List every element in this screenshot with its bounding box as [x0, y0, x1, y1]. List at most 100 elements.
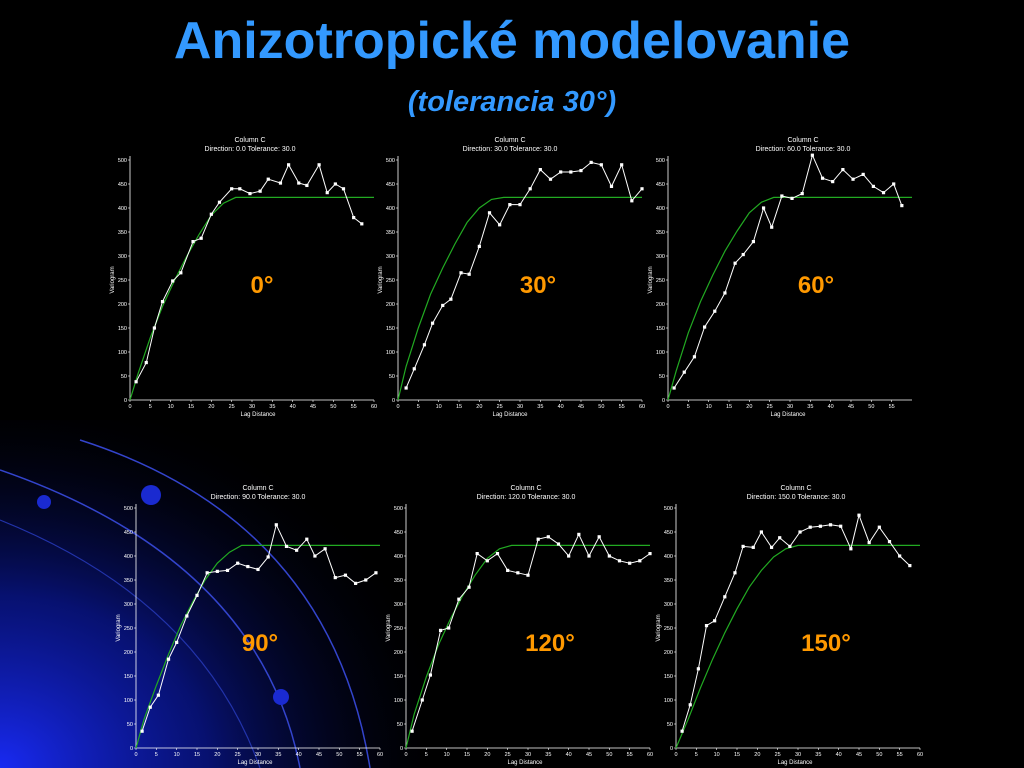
data-point: [148, 705, 152, 709]
data-point: [305, 183, 309, 188]
y-tick-label: 0: [400, 746, 403, 752]
data-point: [908, 564, 912, 568]
data-point: [849, 547, 853, 551]
x-tick-label: 10: [706, 404, 712, 410]
data-point: [266, 555, 270, 559]
data-point: [199, 236, 203, 240]
x-tick-label: 30: [787, 404, 793, 410]
data-point: [467, 585, 471, 589]
x-axis-label: Lag Distance: [237, 760, 273, 766]
data-point: [441, 303, 445, 308]
data-point: [325, 191, 329, 195]
data-point: [284, 544, 289, 548]
data-point: [209, 212, 213, 216]
x-tick-label: 40: [836, 752, 842, 758]
x-tick-label: 10: [444, 752, 450, 758]
data-point: [152, 326, 156, 330]
data-point: [867, 540, 871, 545]
y-tick-label: 450: [394, 530, 403, 536]
data-point: [236, 561, 240, 565]
data-point: [759, 530, 763, 534]
x-tick-label: 15: [726, 404, 732, 410]
data-point: [506, 568, 510, 572]
y-tick-label: 400: [386, 206, 395, 212]
data-point: [447, 626, 451, 630]
data-point: [428, 673, 432, 677]
data-point: [808, 525, 812, 529]
data-point: [877, 525, 881, 529]
y-tick-label: 50: [667, 722, 673, 728]
data-point: [258, 189, 262, 193]
model-curve: [135, 544, 380, 749]
data-point: [404, 386, 408, 390]
variogram-chart-60deg: Column C Direction: 60.0 Tolerance: 30.0 0…: [648, 137, 912, 418]
x-tick-label: 30: [249, 404, 255, 410]
data-point: [246, 564, 250, 569]
y-tick-label: 500: [386, 158, 395, 164]
x-tick-label: 45: [856, 752, 862, 758]
x-tick-label: 50: [868, 404, 874, 410]
data-point: [485, 559, 489, 563]
y-tick-label: 50: [659, 374, 665, 380]
x-tick-label: 5: [695, 752, 698, 758]
y-axis-label: Variogram: [386, 614, 392, 641]
x-tick-label: 25: [235, 752, 241, 758]
x-tick-label: 60: [647, 752, 653, 758]
data-point: [630, 199, 634, 203]
variogram-chart-150deg: Column C Direction: 150.0 Tolerance: 30.0…: [656, 485, 923, 766]
data-point: [317, 163, 321, 167]
data-point: [672, 386, 676, 390]
data-point: [495, 552, 500, 556]
variogram-chart-120deg: Column C Direction: 120.0 Tolerance: 30.0…: [386, 485, 653, 766]
x-tick-label: 0: [404, 752, 407, 758]
x-tick-label: 50: [606, 752, 612, 758]
y-tick-label: 450: [124, 530, 133, 536]
y-tick-label: 500: [118, 158, 127, 164]
data-point: [898, 554, 902, 558]
x-tick-label: 35: [537, 404, 543, 410]
data-point: [498, 223, 502, 227]
x-axis-label: Lag Distance: [770, 412, 806, 418]
y-tick-label: 150: [394, 674, 403, 680]
y-tick-label: 300: [118, 254, 127, 260]
chart-header-direction: Direction: 30.0 Tolerance: 30.0: [463, 146, 558, 153]
x-tick-label: 20: [476, 404, 482, 410]
data-point: [477, 244, 481, 248]
data-point: [297, 181, 301, 185]
x-tick-label: 25: [767, 404, 773, 410]
data-point: [171, 279, 175, 283]
y-tick-label: 300: [124, 602, 133, 608]
data-point: [871, 184, 875, 188]
data-point: [828, 523, 833, 527]
y-tick-label: 500: [664, 506, 673, 512]
data-point: [696, 667, 700, 671]
chart-header-name: Column C: [234, 137, 265, 144]
decorative-arc: [79, 439, 371, 768]
data-point: [475, 552, 479, 556]
x-tick-label: 50: [598, 404, 604, 410]
x-tick-label: 60: [377, 752, 383, 758]
data-point: [778, 536, 782, 540]
data-point: [205, 571, 209, 575]
data-point: [798, 530, 802, 534]
x-tick-label: 35: [815, 752, 821, 758]
x-tick-label: 0: [128, 404, 131, 410]
data-point: [185, 614, 189, 618]
data-point: [713, 619, 717, 623]
data-point: [516, 571, 520, 575]
y-tick-label: 150: [664, 674, 673, 680]
data-point: [374, 571, 378, 575]
y-tick-label: 350: [118, 230, 127, 236]
data-point: [333, 182, 337, 186]
x-tick-label: 20: [208, 404, 214, 410]
data-point: [892, 182, 896, 186]
x-tick-label: 50: [336, 752, 342, 758]
y-axis-label: Variogram: [656, 614, 662, 641]
y-tick-label: 200: [656, 302, 665, 308]
data-point: [274, 523, 278, 527]
y-tick-label: 450: [386, 182, 395, 188]
data-point: [861, 172, 865, 176]
y-tick-label: 350: [124, 578, 133, 584]
data-point: [457, 597, 461, 601]
data-point: [788, 544, 792, 548]
